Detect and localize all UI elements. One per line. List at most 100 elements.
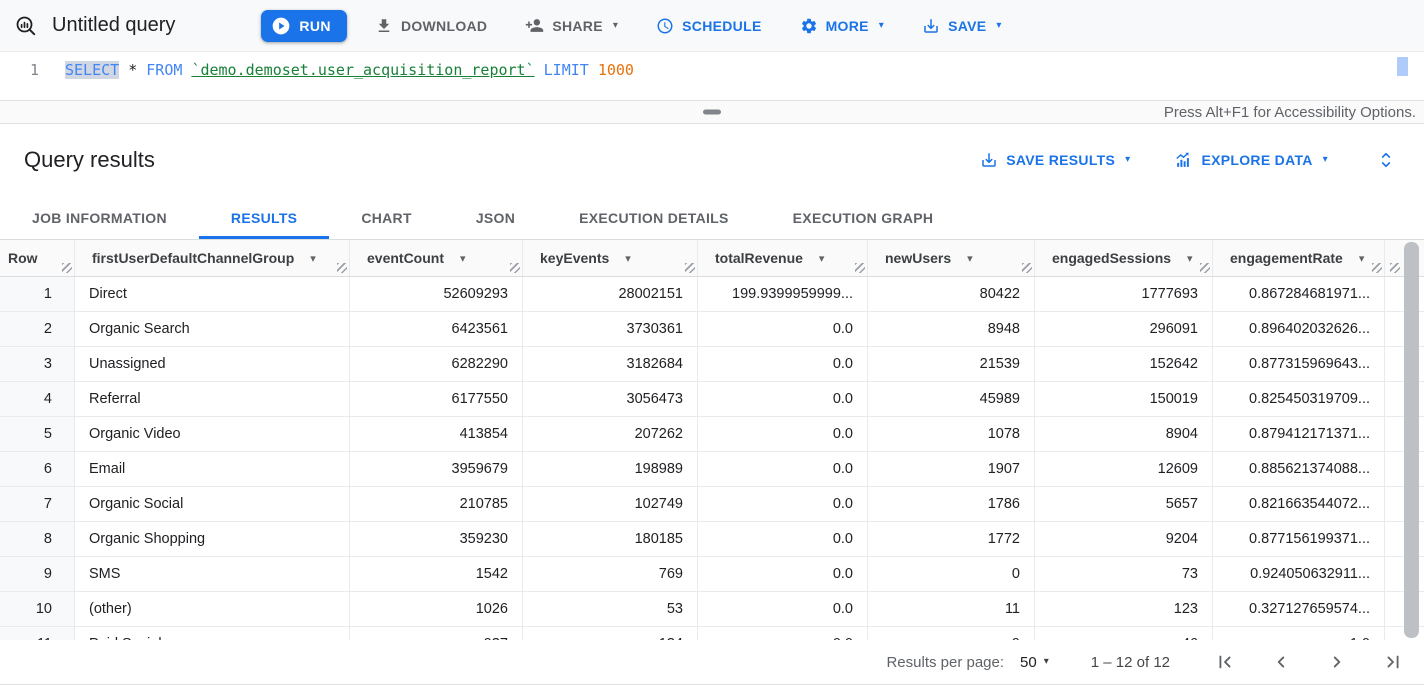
column-header-keyEvents[interactable]: keyEvents ▾: [523, 240, 698, 276]
cell-totalRevenue: 0.0: [698, 417, 868, 451]
panel-resize-handle[interactable]: [703, 109, 721, 115]
column-resize-handle[interactable]: [685, 263, 695, 273]
cell-sliver: [1385, 487, 1406, 521]
cell-firstUserDefaultChannelGroup: Organic Video: [75, 417, 350, 451]
cell-engagementRate: 0.867284681971...: [1213, 277, 1385, 311]
cell-engagedSessions: 1777693: [1035, 277, 1213, 311]
save-icon: [922, 17, 940, 35]
cell-firstUserDefaultChannelGroup: SMS: [75, 557, 350, 591]
column-menu-caret-icon[interactable]: ▾: [818, 252, 825, 265]
table-scrollbar[interactable]: [1404, 242, 1419, 638]
play-circle-icon: [271, 16, 291, 36]
cell-totalRevenue: 0.0: [698, 557, 868, 591]
cell-keyEvents: 180185: [523, 522, 698, 556]
cell-engagementRate: 1.0: [1213, 627, 1385, 640]
cell-totalRevenue: 0.0: [698, 627, 868, 640]
tab-execution-details[interactable]: EXECUTION DETAILS: [579, 209, 729, 226]
tab-json[interactable]: JSON: [475, 209, 516, 226]
cell-newUsers: 80422: [868, 277, 1035, 311]
column-menu-caret-icon[interactable]: ▾: [310, 252, 316, 265]
cell-newUsers: 1772: [868, 522, 1035, 556]
run-button[interactable]: RUN: [261, 9, 347, 42]
tab-results[interactable]: RESULTS: [198, 196, 330, 239]
share-button[interactable]: SHARE ▾: [515, 16, 628, 35]
cell-engagementRate: 0.877315969643...: [1213, 347, 1385, 381]
column-menu-caret-icon[interactable]: ▾: [967, 252, 973, 265]
table-row: 4 Referral 6177550 3056473 0.0 45989 150019 0.8…: [0, 382, 1424, 417]
editor-scrollbar-thumb[interactable]: [1397, 57, 1408, 76]
caret-down-icon: ▾: [1322, 154, 1328, 165]
results-per-page-select[interactable]: 50 ▾: [1020, 653, 1049, 671]
download-icon: [375, 17, 393, 35]
cell-firstUserDefaultChannelGroup: Email: [75, 452, 350, 486]
cell-engagedSessions: 5657: [1035, 487, 1213, 521]
first-page-button[interactable]: [1214, 651, 1236, 673]
query-toolbar: Untitled query RUN DOWNLOAD SHARE ▾ SCHE…: [0, 0, 1424, 52]
cell-keyEvents: 134: [523, 627, 698, 640]
column-menu-caret-icon[interactable]: ▾: [1358, 252, 1365, 265]
cell-eventCount: 6177550: [350, 382, 523, 416]
column-resize-handle[interactable]: [1372, 263, 1382, 273]
sql-limit-value: 1000: [597, 61, 634, 79]
download-button[interactable]: DOWNLOAD: [365, 17, 497, 35]
column-header-eventCount[interactable]: eventCount ▾: [350, 240, 523, 276]
column-header-engagedSessions[interactable]: engagedSessions ▾: [1035, 240, 1213, 276]
save-button[interactable]: SAVE ▾: [912, 17, 1012, 35]
column-resize-handle[interactable]: [1390, 263, 1400, 273]
last-page-button[interactable]: [1382, 651, 1404, 673]
column-resize-handle[interactable]: [62, 263, 72, 273]
caret-down-icon: ▾: [878, 19, 885, 31]
column-header-firstUserDefaultChannelGroup[interactable]: firstUserDefaultChannelGroup ▾: [75, 240, 350, 276]
expand-panel-button[interactable]: [1372, 150, 1400, 170]
table-header-row: Row firstUserDefaultChannelGroup ▾ eventCou…: [0, 240, 1424, 277]
cell-row-number: 11: [0, 627, 75, 640]
column-resize-handle[interactable]: [1022, 263, 1032, 273]
previous-page-button[interactable]: [1270, 651, 1292, 673]
cell-newUsers: 9: [868, 627, 1035, 640]
explore-data-button[interactable]: EXPLORE DATA ▾: [1174, 151, 1328, 170]
sql-table-reference[interactable]: `demo.demoset.user_acquisition_report`: [191, 61, 535, 79]
sql-code-line: SELECT * FROM `demo.demoset.user_acquisi…: [65, 61, 634, 79]
unfold-icon: [1381, 152, 1391, 168]
column-menu-caret-icon[interactable]: ▾: [625, 252, 631, 265]
clock-icon: [656, 17, 674, 35]
more-button[interactable]: MORE ▾: [790, 17, 895, 35]
results-per-page-label: Results per page:: [886, 653, 1005, 671]
table-row: 1 Direct 52609293 28002151 199.9399959999...…: [0, 277, 1424, 312]
sql-editor[interactable]: 1 SELECT * FROM `demo.demoset.user_acqui…: [0, 52, 1424, 100]
column-menu-caret-icon[interactable]: ▾: [1187, 252, 1193, 265]
save-results-button[interactable]: SAVE RESULTS ▾: [980, 151, 1130, 169]
table-row: 5 Organic Video 413854 207262 0.0 1078 8904 0.8…: [0, 417, 1424, 452]
chevron-right-icon: [1333, 656, 1341, 668]
cell-keyEvents: 769: [523, 557, 698, 591]
last-page-icon: [1387, 655, 1399, 669]
column-header-Row[interactable]: Row: [0, 240, 75, 276]
chevron-left-icon: [1277, 656, 1285, 668]
results-tab-bar: JOB INFORMATION RESULTS CHART JSON EXECUTION…: [0, 196, 1424, 240]
column-menu-caret-icon[interactable]: ▾: [460, 252, 466, 265]
cell-sliver: [1385, 347, 1406, 381]
column-header-totalRevenue[interactable]: totalRevenue ▾: [698, 240, 868, 276]
column-header-newUsers[interactable]: newUsers ▾: [868, 240, 1035, 276]
column-header-sliver: [1385, 240, 1406, 276]
tab-job-information[interactable]: JOB INFORMATION: [32, 209, 167, 226]
cell-engagedSessions: 152642: [1035, 347, 1213, 381]
cell-firstUserDefaultChannelGroup: Referral: [75, 382, 350, 416]
column-resize-handle[interactable]: [337, 263, 347, 273]
column-resize-handle[interactable]: [510, 263, 520, 273]
cell-sliver: [1385, 522, 1406, 556]
save-results-icon: [980, 151, 998, 169]
caret-down-icon: ▾: [996, 19, 1002, 31]
caret-down-icon: ▾: [612, 19, 619, 31]
column-resize-handle[interactable]: [1200, 263, 1210, 273]
tab-chart[interactable]: CHART: [361, 209, 412, 226]
column-header-engagementRate[interactable]: engagementRate ▾: [1213, 240, 1385, 276]
tab-execution-graph[interactable]: EXECUTION GRAPH: [792, 209, 934, 226]
cell-firstUserDefaultChannelGroup: Paid Social: [75, 627, 350, 640]
cell-totalRevenue: 0.0: [698, 452, 868, 486]
next-page-button[interactable]: [1326, 651, 1348, 673]
cell-keyEvents: 198989: [523, 452, 698, 486]
cell-engagedSessions: 150019: [1035, 382, 1213, 416]
schedule-button[interactable]: SCHEDULE: [646, 17, 771, 35]
column-resize-handle[interactable]: [855, 263, 865, 273]
